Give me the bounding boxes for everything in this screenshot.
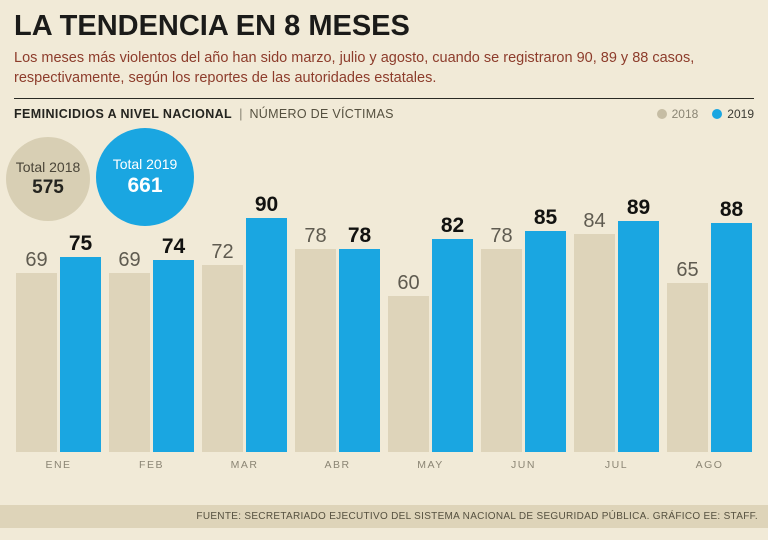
bar-group-abr: 78 78 ABR — [295, 132, 380, 473]
bar-value-2018-jun: 78 — [490, 225, 513, 248]
bar-value-2018-may: 60 — [397, 272, 420, 295]
bar-group-ago: 65 88 AGO — [667, 132, 752, 473]
bar-value-2019-jul: 89 — [626, 196, 651, 220]
bar-2018-feb — [109, 273, 150, 453]
bar-2019-jun — [525, 231, 566, 453]
bar-2018-ago — [667, 283, 708, 453]
bar-col-2018-ene: 69 — [16, 249, 57, 453]
bar-2018-mar — [202, 265, 243, 453]
section-header: FEMINICIDIOS A NIVEL NACIONAL | NÚMERO D… — [14, 99, 754, 125]
section-separator: | — [239, 106, 243, 122]
bar-col-2018-abr: 78 — [295, 225, 336, 453]
bar-group-jun: 78 85 JUN — [481, 132, 566, 473]
bar-2019-ene — [60, 257, 101, 453]
bar-col-2018-jun: 78 — [481, 225, 522, 453]
bar-col-2019-ene: 75 — [60, 232, 101, 453]
bar-col-2019-abr: 78 — [339, 224, 380, 453]
total-2018-label: Total 2018 — [15, 159, 81, 176]
bar-group-may: 60 82 MAY — [388, 132, 473, 473]
bar-col-2018-ago: 65 — [667, 259, 708, 453]
legend-item-2018: 2018 — [656, 106, 699, 121]
bar-value-2019-ene: 75 — [68, 232, 93, 256]
month-label-mar: MAR — [230, 459, 259, 472]
source-bar: FUENTE: SECRETARIADO EJECUTIVO DEL SISTE… — [0, 505, 768, 528]
bar-value-2018-mar: 72 — [211, 241, 234, 264]
month-label-may: MAY — [417, 459, 444, 472]
bar-col-2018-may: 60 — [388, 272, 429, 453]
divider-line — [14, 98, 754, 100]
subtitle: Los meses más violentos del año han sido… — [14, 50, 695, 86]
bar-2018-jun — [481, 249, 522, 453]
bar-value-2019-jun: 85 — [533, 206, 558, 230]
bar-group-jul: 84 89 JUL — [574, 132, 659, 473]
bar-group-mar: 72 90 MAR — [202, 132, 287, 473]
bar-group-feb: 69 74 FEB — [109, 132, 194, 473]
month-label-ene: ENE — [45, 459, 72, 472]
bar-value-2018-ago: 65 — [676, 259, 699, 282]
bar-col-2019-ago: 88 — [711, 198, 752, 453]
bar-2019-mar — [246, 218, 287, 453]
bar-2019-ago — [711, 223, 752, 453]
bar-2018-ene — [16, 273, 57, 453]
bar-2019-jul — [618, 221, 659, 453]
bars-area: 69 75 ENE 69 74 FEB 72 90 MAR 78 78 ABR 60 82 MAY 78 85 J… — [0, 127, 768, 473]
bar-value-2018-abr: 78 — [304, 225, 327, 248]
month-label-jul: JUL — [604, 459, 629, 472]
bar-value-2018-ene: 69 — [25, 249, 48, 272]
bar-2019-feb — [153, 260, 194, 453]
bar-value-2018-jul: 84 — [583, 210, 606, 233]
bar-2018-abr — [295, 249, 336, 453]
bar-2019-may — [432, 239, 473, 453]
legend-dot-2018-icon — [656, 108, 667, 119]
bar-col-2019-feb: 74 — [153, 235, 194, 453]
bar-value-2019-ago: 88 — [719, 198, 744, 222]
bar-col-2019-jul: 89 — [618, 196, 659, 453]
bar-value-2019-may: 82 — [440, 214, 465, 238]
bar-value-2019-mar: 90 — [254, 193, 279, 217]
bar-col-2019-may: 82 — [432, 214, 473, 453]
bar-col-2018-mar: 72 — [202, 241, 243, 453]
bar-value-2019-abr: 78 — [347, 224, 372, 248]
source-text: FUENTE: SECRETARIADO EJECUTIVO DEL SISTE… — [196, 511, 758, 522]
section-subtitle: NÚMERO DE VÍCTIMAS — [249, 106, 394, 121]
bar-2018-may — [388, 296, 429, 453]
total-2019-badge: Total 2019 661 — [96, 128, 194, 227]
legend-label-2018: 2018 — [671, 106, 699, 121]
bar-2019-abr — [339, 249, 380, 453]
section-left: FEMINICIDIOS A NIVEL NACIONAL | NÚMERO D… — [14, 106, 394, 121]
legend-item-2019: 2019 — [712, 107, 754, 121]
section-title: FEMINICIDIOS A NIVEL NACIONAL — [14, 106, 233, 121]
total-2019-label: Total 2019 — [112, 156, 178, 173]
total-2018-badge: Total 2018 575 — [6, 137, 90, 222]
bar-value-2019-feb: 74 — [161, 235, 186, 259]
infographic: LA TENDENCIA EN 8 MESES Los meses más vi… — [0, 10, 768, 540]
month-label-feb: FEB — [139, 459, 164, 472]
bar-col-2018-feb: 69 — [109, 249, 150, 453]
page-title: LA TENDENCIA EN 8 MESES — [14, 10, 410, 42]
bar-group-ene: 69 75 ENE — [16, 132, 101, 473]
legend-dot-2019-icon — [712, 108, 723, 119]
month-label-abr: ABR — [324, 459, 351, 472]
bar-2018-jul — [574, 234, 615, 453]
legend-label-2019: 2019 — [727, 106, 754, 121]
month-label-jun: JUN — [511, 459, 536, 472]
bar-col-2019-jun: 85 — [525, 206, 566, 453]
bar-chart: Total 2018 575 Total 2019 661 69 75 ENE 69 7… — [0, 127, 768, 473]
chart-legend: 2018 2019 — [656, 106, 754, 121]
bar-col-2018-jul: 84 — [574, 210, 615, 453]
bar-col-2019-mar: 90 — [246, 193, 287, 453]
month-label-ago: AGO — [695, 459, 724, 472]
total-2019-value: 661 — [127, 174, 163, 198]
total-2018-value: 575 — [32, 177, 64, 199]
bar-value-2018-feb: 69 — [118, 249, 141, 272]
